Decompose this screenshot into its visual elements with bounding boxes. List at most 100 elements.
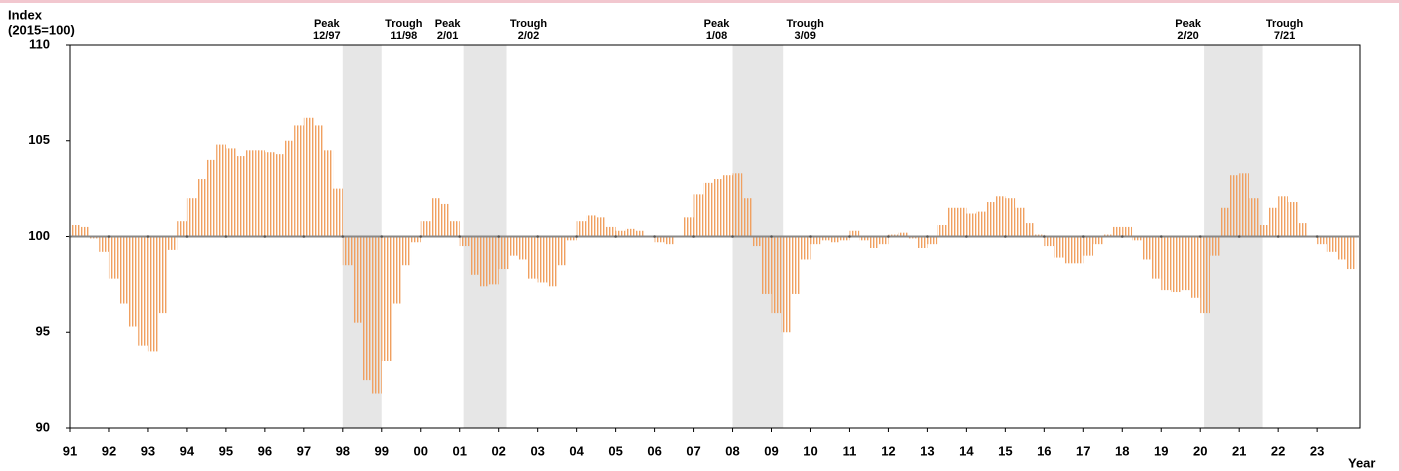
- bar: [177, 221, 187, 237]
- x-tick-label: 04: [569, 443, 584, 458]
- bar: [1024, 223, 1035, 237]
- bar: [1083, 236, 1094, 256]
- bar: [1317, 236, 1327, 245]
- bar: [859, 236, 869, 241]
- baseline-dot: [302, 235, 306, 238]
- bar: [79, 226, 90, 237]
- bar: [157, 236, 168, 314]
- baseline-dot: [224, 235, 228, 238]
- bar: [206, 159, 217, 237]
- bar: [70, 225, 80, 237]
- bar: [927, 236, 938, 245]
- bar: [245, 150, 256, 237]
- bar: [1190, 236, 1201, 298]
- bar: [479, 236, 489, 287]
- baseline-dot: [263, 235, 267, 238]
- bar: [401, 236, 412, 266]
- bar: [186, 198, 197, 237]
- bar: [1141, 236, 1152, 260]
- baseline-dot: [926, 235, 929, 238]
- y-tick-label: 95: [36, 324, 50, 339]
- peak-date: 2/20: [1177, 30, 1198, 42]
- bar: [868, 236, 879, 248]
- bar: [1122, 226, 1133, 237]
- bar: [810, 236, 821, 245]
- bar: [323, 150, 334, 237]
- baseline-dot: [1043, 235, 1046, 238]
- baseline-dot: [1198, 235, 1202, 238]
- bar: [1151, 236, 1162, 279]
- bar: [138, 236, 148, 346]
- bar: [1161, 236, 1171, 291]
- bar: [849, 230, 860, 237]
- bar: [713, 179, 723, 237]
- x-tick-label: 22: [1271, 443, 1285, 458]
- bar: [790, 236, 801, 294]
- bar: [391, 236, 402, 304]
- bar: [352, 236, 363, 323]
- baseline-dot: [614, 235, 617, 238]
- x-tick-label: 06: [647, 443, 661, 458]
- bar: [1287, 202, 1298, 237]
- bar: [761, 236, 772, 294]
- bar: [829, 236, 840, 243]
- bar: [781, 236, 791, 333]
- bar: [615, 230, 626, 237]
- baseline-dot: [107, 235, 111, 238]
- bar: [313, 125, 324, 237]
- trough-label: Trough: [510, 18, 548, 30]
- peak-date: 12/97: [313, 30, 341, 42]
- baseline-dot: [1159, 235, 1163, 238]
- bar: [605, 226, 616, 237]
- baseline-dot: [1315, 235, 1319, 238]
- bar: [440, 203, 450, 237]
- bar: [1229, 175, 1240, 237]
- x-tick-label: 08: [725, 443, 739, 458]
- trough-date: 2/02: [518, 30, 539, 42]
- bar: [635, 230, 645, 237]
- baseline-dot: [536, 235, 539, 238]
- bar: [381, 236, 392, 361]
- bar: [1326, 236, 1337, 252]
- bar: [1297, 223, 1308, 237]
- bar: [839, 236, 850, 241]
- bar: [284, 140, 295, 237]
- x-tick-label: 23: [1310, 443, 1324, 458]
- bar: [459, 236, 470, 247]
- bar: [1112, 226, 1123, 237]
- trough-date: 3/09: [794, 30, 815, 42]
- bar: [1044, 236, 1055, 247]
- x-tick-label: 10: [803, 443, 817, 458]
- x-tick-label: 92: [102, 443, 116, 458]
- bar: [527, 236, 538, 279]
- peak-label: Peak: [704, 18, 731, 30]
- trough-date: 7/21: [1274, 30, 1295, 42]
- bar: [1073, 236, 1084, 264]
- trough-label: Trough: [385, 18, 423, 30]
- x-tick-label: 11: [843, 443, 857, 458]
- bar: [1346, 236, 1357, 270]
- y-tick-label: 110: [29, 36, 50, 51]
- bar-layer: [70, 117, 1357, 394]
- x-tick-label: 21: [1232, 443, 1246, 458]
- x-tick-label: 05: [608, 443, 622, 458]
- x-tick-label: 15: [998, 443, 1012, 458]
- bar: [547, 236, 558, 287]
- bar: [557, 236, 567, 266]
- x-tick-label: 13: [920, 443, 934, 458]
- trough-label: Trough: [787, 18, 825, 30]
- baseline-dot: [809, 235, 812, 238]
- baseline-dot: [653, 235, 656, 238]
- bar: [566, 236, 577, 241]
- bar: [654, 236, 665, 243]
- bar: [1268, 207, 1279, 237]
- x-tick-label: 14: [959, 443, 974, 458]
- x-tick-label: 09: [764, 443, 778, 458]
- right-border: [1399, 0, 1402, 471]
- baseline-dot: [848, 235, 851, 238]
- bar: [742, 198, 753, 237]
- bar: [225, 148, 236, 237]
- trough-label: Trough: [1266, 18, 1304, 30]
- bar: [995, 196, 1006, 237]
